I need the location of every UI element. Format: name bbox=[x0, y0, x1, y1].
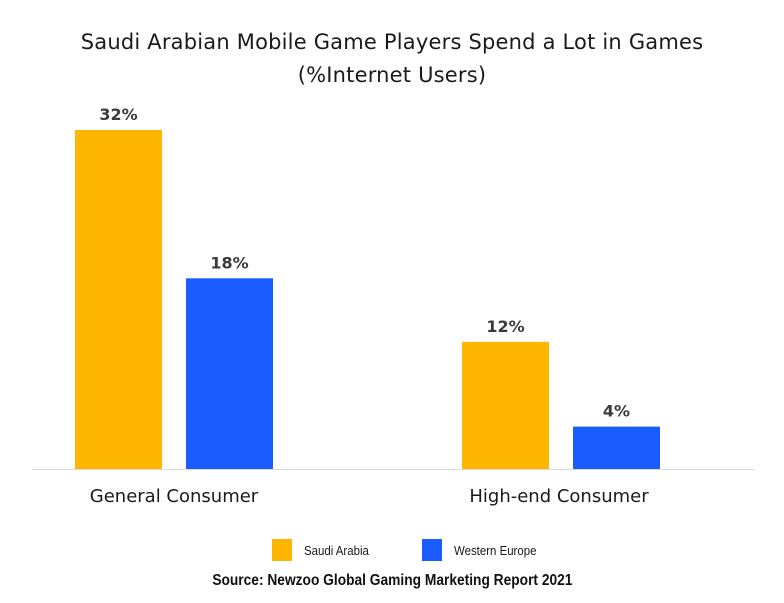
chart-title-line: Saudi Arabian Mobile Game Players Spend … bbox=[80, 30, 704, 54]
source-text: Source: Newzoo Global Gaming Marketing R… bbox=[211, 572, 573, 589]
bar-chart: 32% 12% 18% 4% General Consumer High-end Cons… bbox=[32, 105, 754, 507]
chart-title: Saudi Arabian Mobile Game Players Spend … bbox=[0, 26, 784, 92]
legend-item-western-europe: Western Europe bbox=[422, 538, 548, 562]
legend-swatch-western-europe bbox=[422, 539, 442, 561]
data-label-western-europe-1: 18% bbox=[210, 253, 248, 272]
bar-western-europe-1 bbox=[186, 278, 273, 469]
chart-subtitle: (%Internet Users) bbox=[297, 63, 487, 87]
legend-label-western-europe: Western Europe bbox=[454, 542, 537, 558]
data-label-saudi-arabia-2: 12% bbox=[486, 317, 524, 336]
category-label-2: High-end Consumer bbox=[469, 486, 649, 507]
data-label-saudi-arabia-1: 32% bbox=[99, 105, 137, 124]
data-label-western-europe-2: 4% bbox=[603, 402, 630, 421]
legend-item-saudi-arabia: Saudi Arabia bbox=[272, 538, 378, 562]
category-label-1: General Consumer bbox=[90, 486, 259, 507]
bar-saudi-arabia-1 bbox=[75, 130, 162, 469]
legend-label-saudi-arabia: Saudi Arabia bbox=[304, 542, 369, 558]
legend: Saudi Arabia Western Europe bbox=[0, 538, 784, 562]
legend-swatch-saudi-arabia bbox=[272, 539, 292, 561]
bar-western-europe-2 bbox=[573, 426, 660, 469]
bar-saudi-arabia-2 bbox=[462, 341, 549, 469]
source-note: Source: Newzoo Global Gaming Marketing R… bbox=[0, 572, 784, 590]
